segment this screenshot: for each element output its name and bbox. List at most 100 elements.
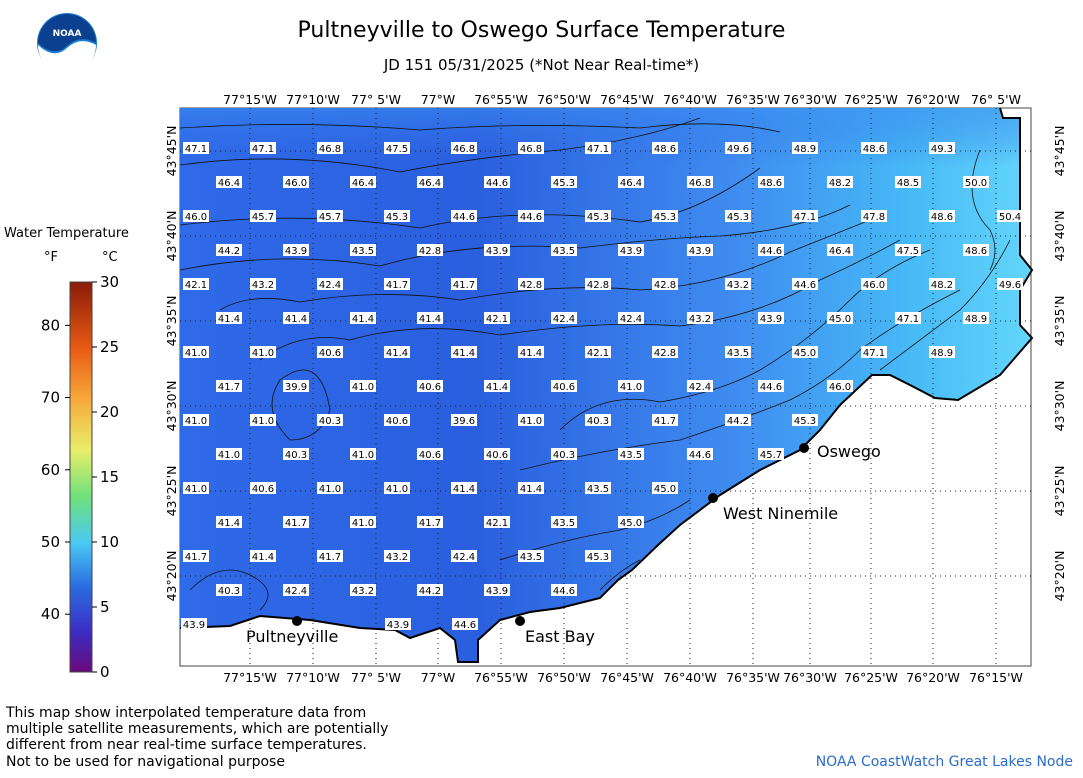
temp-label-bg	[551, 244, 577, 256]
lon-label-top: 76°50'W	[537, 92, 591, 107]
legend-f-tick-label: 80	[41, 316, 60, 334]
temp-label-bg	[350, 244, 376, 256]
temp-label-bg	[317, 414, 343, 426]
lon-label-top: 76°45'W	[600, 92, 654, 107]
temp-label-bg	[618, 448, 644, 460]
temp-value: 43.5	[520, 552, 542, 563]
temp-label-bg	[317, 482, 343, 494]
temp-label-bg	[350, 584, 376, 596]
lon-label-top: 76°35'W	[726, 92, 780, 107]
temp-value: 41.0	[319, 484, 341, 495]
temp-label-bg	[652, 482, 678, 494]
temp-label-bg	[792, 210, 818, 222]
temp-label-bg	[551, 584, 577, 596]
temp-label-bg	[551, 448, 577, 460]
temp-label-bg	[452, 618, 478, 630]
lat-label-right: 43°40'N	[1052, 211, 1067, 262]
temp-value: 45.3	[727, 212, 749, 223]
temp-label-bg	[827, 380, 853, 392]
legend-unit-f: °F	[44, 250, 58, 265]
legend-f-tick-label: 40	[41, 605, 60, 623]
temp-value: 42.8	[654, 348, 676, 359]
temp-value: 42.8	[520, 280, 542, 291]
lon-label-top: 76° 5'W	[971, 92, 1021, 107]
temp-value: 41.4	[520, 348, 542, 359]
temp-value: 48.5	[897, 178, 919, 189]
temp-value: 47.1	[587, 144, 609, 155]
temp-value: 42.8	[587, 280, 609, 291]
lon-label-bottom: 77° 5'W	[351, 670, 401, 685]
temp-value: 46.0	[285, 178, 307, 189]
temp-value: 44.6	[553, 586, 575, 597]
temp-label-bg	[725, 346, 751, 358]
temp-label-bg	[652, 414, 678, 426]
temp-value: 46.4	[352, 178, 374, 189]
temp-value: 41.0	[352, 382, 374, 393]
temp-value: 41.7	[218, 382, 240, 393]
temp-label-bg	[216, 448, 242, 460]
temp-label-bg	[183, 550, 209, 562]
legend-unit-c: °C	[102, 250, 118, 265]
temp-label-bg	[518, 142, 544, 154]
temp-label-bg	[687, 380, 713, 392]
temp-value: 40.6	[419, 450, 441, 461]
temp-value: 46.4	[218, 178, 240, 189]
temp-label-bg	[451, 278, 477, 290]
legend-c-tick-label: 15	[100, 468, 119, 486]
temp-value: 41.4	[252, 552, 274, 563]
temp-label-bg	[181, 618, 207, 630]
temp-value: 43.9	[387, 620, 409, 631]
temp-label-bg	[725, 142, 751, 154]
temp-value: 49.3	[931, 144, 953, 155]
temp-label-bg	[451, 550, 477, 562]
temp-label-bg	[250, 414, 276, 426]
temp-value: 43.9	[183, 620, 205, 631]
temp-value: 41.7	[319, 552, 341, 563]
temp-value: 41.0	[352, 450, 374, 461]
pultneyville-marker	[292, 616, 302, 626]
place-label-oswego: Oswego	[817, 442, 881, 461]
temp-label-bg	[725, 278, 751, 290]
temp-value: 46.8	[689, 178, 711, 189]
temp-value: 48.9	[965, 314, 987, 325]
lon-label-top: 76°40'W	[663, 92, 717, 107]
legend-c-tick-label: 10	[100, 533, 119, 551]
temp-label-bg	[183, 346, 209, 358]
place-label-pultneyville: Pultneyville	[246, 627, 339, 646]
temp-label-bg	[551, 176, 577, 188]
temp-label-bg	[687, 312, 713, 324]
temp-value: 45.3	[386, 212, 408, 223]
temp-label-bg	[384, 346, 410, 358]
temp-label-bg	[827, 176, 853, 188]
temp-value: 48.6	[863, 144, 885, 155]
temp-label-bg	[929, 278, 955, 290]
temp-label-bg	[283, 176, 309, 188]
map-title: Pultneyville to Oswego Surface Temperatu…	[297, 18, 786, 43]
legend-c-tick-label: 5	[100, 598, 110, 616]
lon-label-bottom: 77°W	[421, 670, 456, 685]
temp-value: 40.3	[285, 450, 307, 461]
temp-label-bg	[283, 312, 309, 324]
lat-label-right: 43°35'N	[1052, 296, 1067, 347]
temp-value: 44.6	[520, 212, 542, 223]
temp-label-bg	[861, 278, 887, 290]
place-label-east-bay: East Bay	[525, 627, 595, 646]
navigation-disclaimer: Not to be used for navigational purpose	[6, 754, 285, 770]
temp-label-bg	[250, 550, 276, 562]
temp-value: 41.0	[386, 484, 408, 495]
temp-label-bg	[216, 244, 242, 256]
temp-value: 40.6	[319, 348, 341, 359]
temp-value: 42.4	[620, 314, 642, 325]
lat-label-left: 43°25'N	[164, 466, 179, 517]
lon-label-top: 76°20'W	[906, 92, 960, 107]
lon-label-top: 77° 5'W	[351, 92, 401, 107]
west-ninemile-marker	[708, 493, 718, 503]
temp-value: 48.6	[654, 144, 676, 155]
temp-label-bg	[350, 448, 376, 460]
temp-value: 48.6	[965, 246, 987, 257]
temp-label-bg	[250, 482, 276, 494]
legend-c-tick-label: 0	[100, 663, 110, 681]
temp-label-bg	[827, 312, 853, 324]
temp-label-bg	[861, 346, 887, 358]
temp-value: 40.6	[419, 382, 441, 393]
